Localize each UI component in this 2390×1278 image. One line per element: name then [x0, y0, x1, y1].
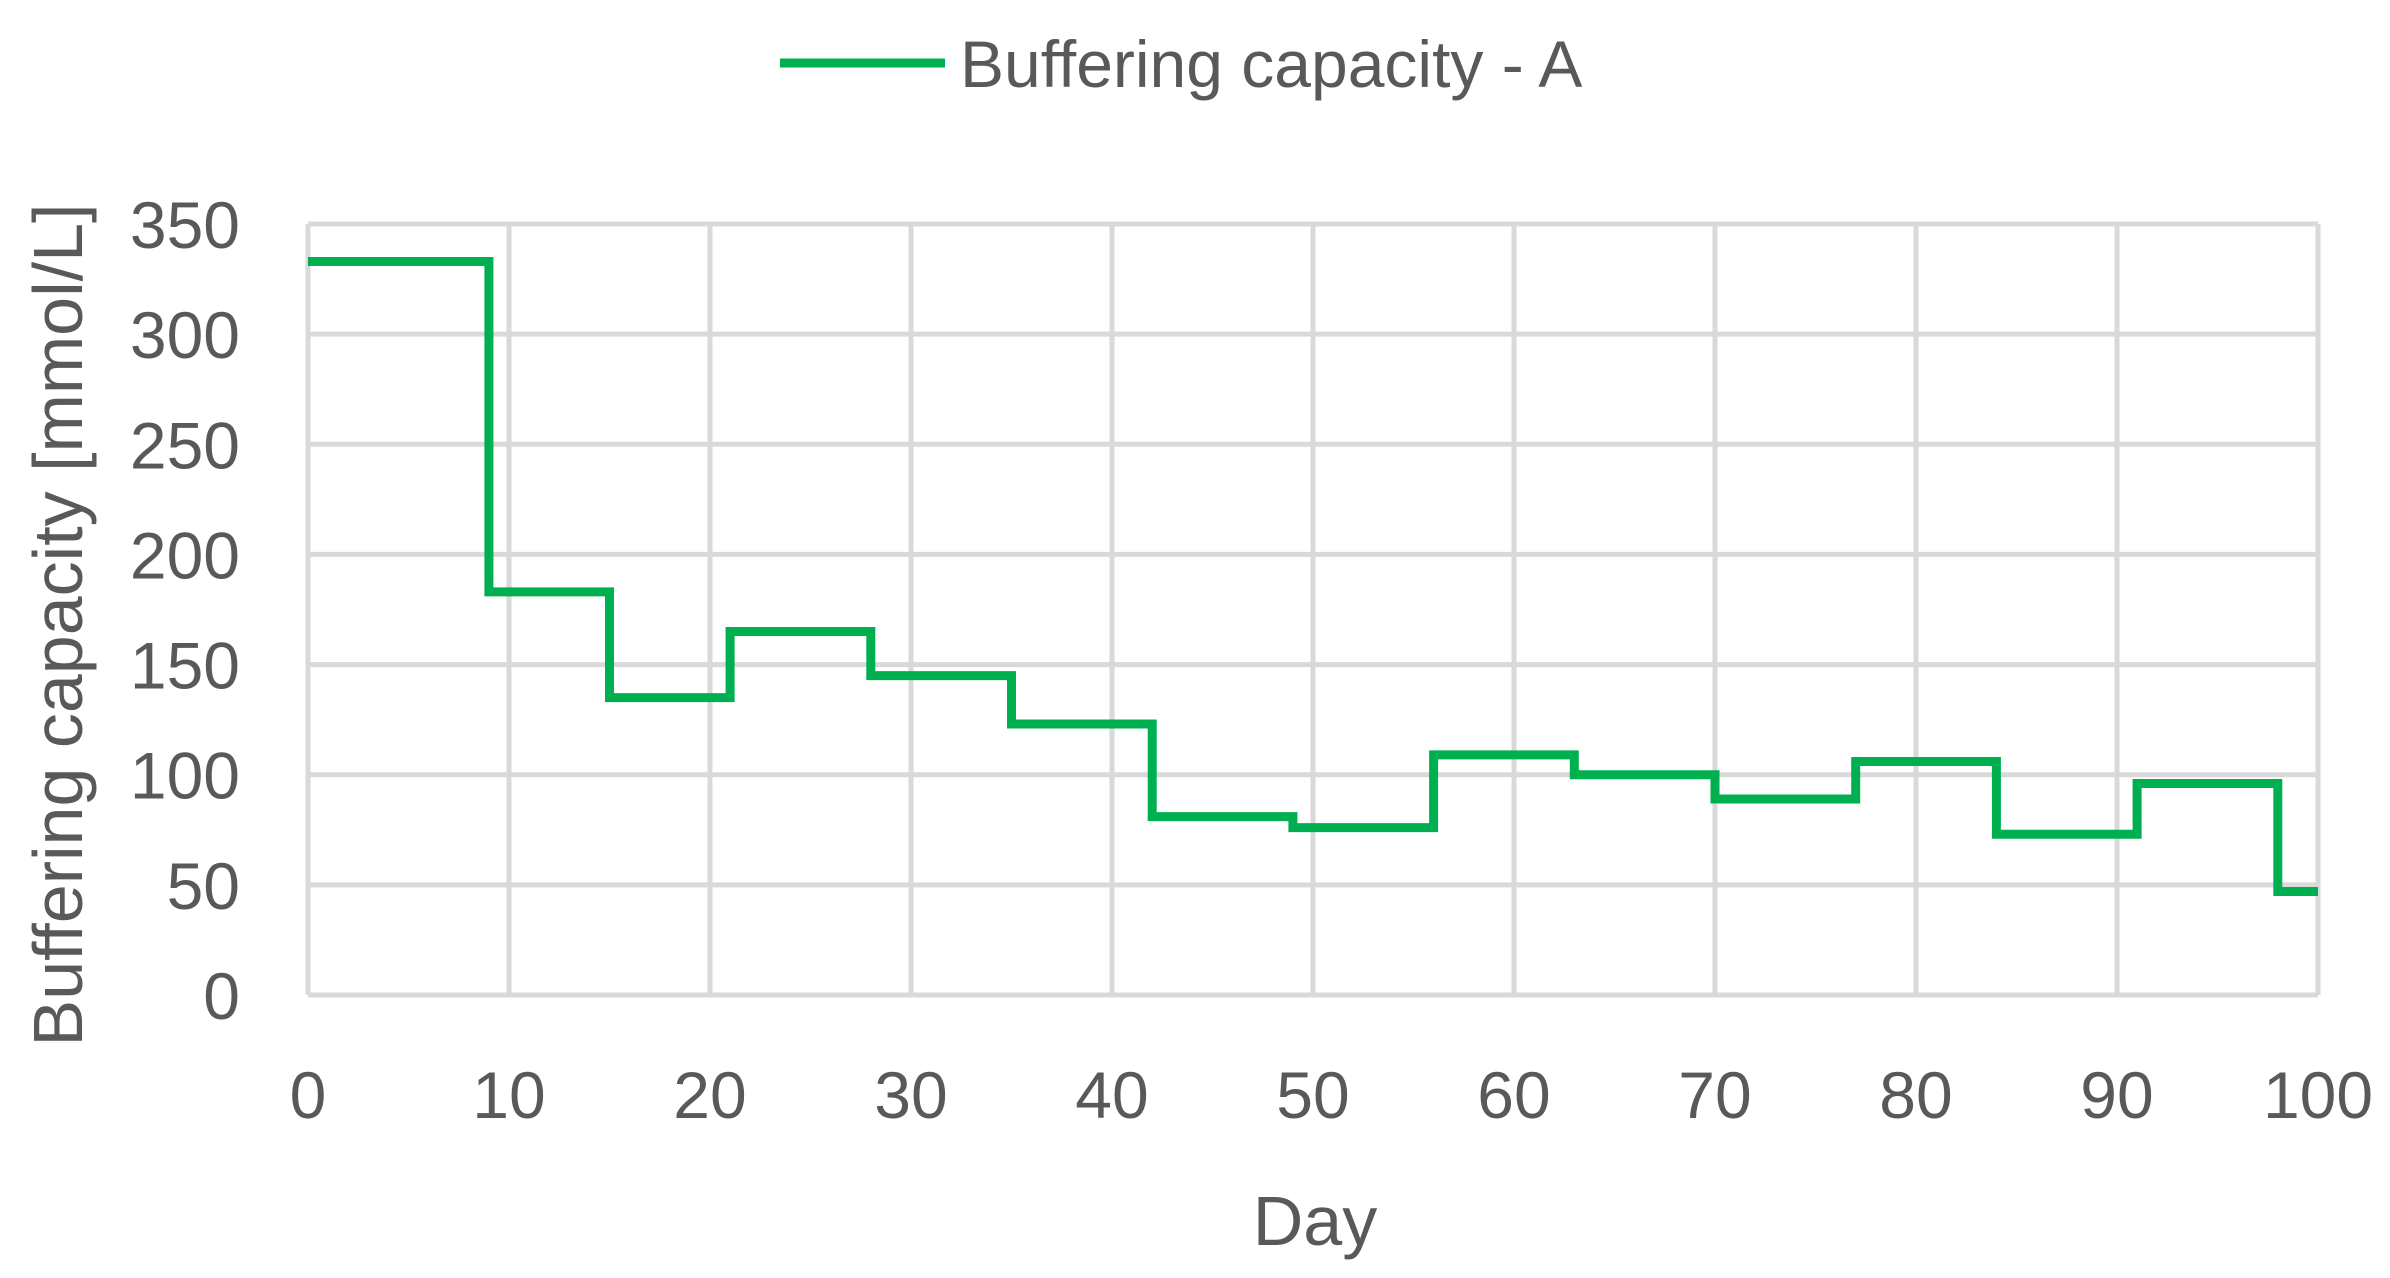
y-tick-label: 100 [130, 739, 240, 813]
gridlines [305, 221, 2321, 998]
legend-label: Buffering capacity - A [960, 27, 1582, 101]
x-tick-labels: 0 10 20 30 40 50 60 70 80 90 100 [290, 1058, 2373, 1132]
y-tick-label: 200 [130, 518, 240, 592]
y-tick-label: 150 [130, 629, 240, 703]
x-tick-label: 30 [874, 1058, 947, 1132]
x-tick-label: 70 [1678, 1058, 1751, 1132]
x-tick-label: 50 [1276, 1058, 1349, 1132]
y-axis-title: Buffering capacity [mmol/L] [19, 204, 97, 1047]
y-tick-labels: 0 50 100 150 200 250 300 350 [130, 188, 240, 1033]
x-tick-label: 80 [1879, 1058, 1952, 1132]
y-tick-label: 250 [130, 408, 240, 482]
series-layer [308, 256, 2318, 896]
x-tick-label: 60 [1477, 1058, 1550, 1132]
x-tick-label: 90 [2080, 1058, 2153, 1132]
x-tick-label: 10 [472, 1058, 545, 1132]
x-tick-label: 100 [2263, 1058, 2373, 1132]
x-tick-label: 40 [1075, 1058, 1148, 1132]
x-tick-label: 0 [290, 1058, 327, 1132]
y-tick-label: 0 [203, 959, 240, 1033]
x-axis-title: Day [1253, 1182, 1377, 1260]
y-tick-label: 300 [130, 298, 240, 372]
y-tick-label: 50 [167, 849, 240, 923]
series-line [308, 256, 2318, 896]
legend: Buffering capacity - A [780, 27, 1582, 101]
x-tick-label: 20 [673, 1058, 746, 1132]
y-tick-label: 350 [130, 188, 240, 262]
